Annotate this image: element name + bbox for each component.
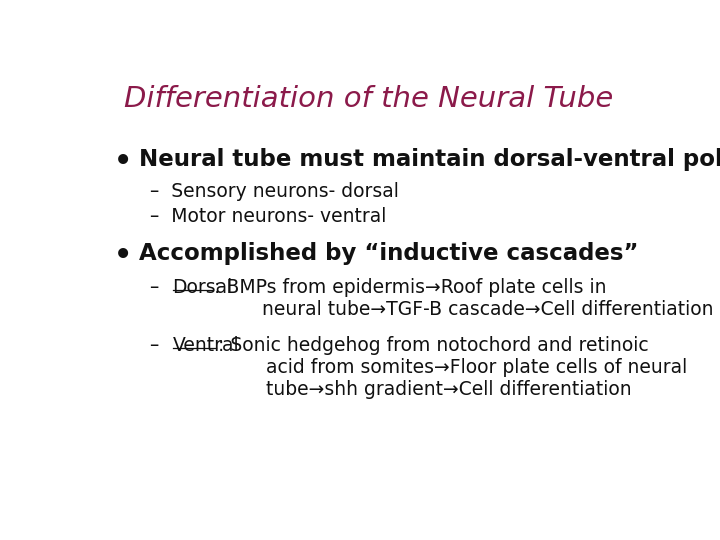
Text: Ventral: Ventral: [173, 336, 239, 355]
Text: Neural tube must maintain dorsal-ventral polarity: Neural tube must maintain dorsal-ventral…: [139, 148, 720, 171]
Text: –  Sensory neurons- dorsal: – Sensory neurons- dorsal: [150, 182, 399, 201]
Text: Accomplished by “inductive cascades”: Accomplished by “inductive cascades”: [139, 241, 639, 265]
Text: Differentiation of the Neural Tube: Differentiation of the Neural Tube: [125, 85, 613, 113]
Text: •: •: [114, 148, 132, 176]
Text: –: –: [150, 278, 171, 296]
Text: Dorsal: Dorsal: [173, 278, 233, 296]
Text: –: –: [150, 336, 171, 355]
Text: : BMPs from epidermis→Roof plate cells in
        neural tube→TGF-B cascade→Cell: : BMPs from epidermis→Roof plate cells i…: [214, 278, 714, 319]
Text: –  Motor neurons- ventral: – Motor neurons- ventral: [150, 207, 387, 226]
Text: : Sonic hedgehog from notochord and retinoic
        acid from somites→Floor pla: : Sonic hedgehog from notochord and reti…: [218, 336, 688, 399]
Text: •: •: [114, 241, 132, 269]
